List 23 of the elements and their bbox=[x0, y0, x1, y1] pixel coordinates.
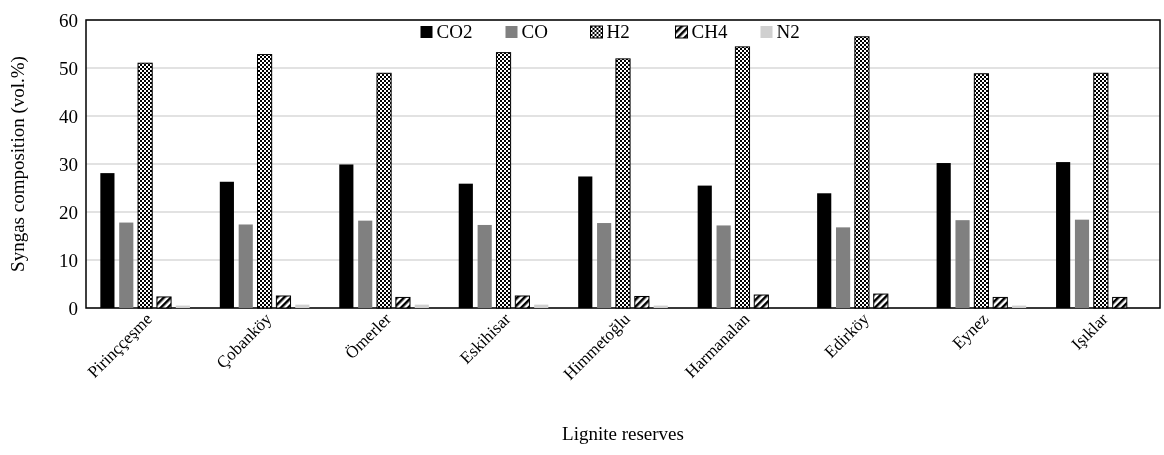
legend-label: CO bbox=[521, 21, 548, 42]
y-tick-label: 40 bbox=[59, 105, 78, 127]
x-axis-title: Lignite reserves bbox=[562, 423, 684, 444]
y-tick-label: 20 bbox=[59, 201, 78, 223]
y-tick-label: 10 bbox=[59, 249, 78, 271]
legend-label: CO2 bbox=[436, 21, 473, 42]
legend-label: N2 bbox=[776, 21, 800, 42]
bar bbox=[238, 224, 253, 308]
legend-label: H2 bbox=[606, 21, 630, 42]
legend-label: CH4 bbox=[691, 21, 728, 42]
bar bbox=[955, 220, 970, 308]
bar bbox=[716, 225, 731, 308]
bar bbox=[1074, 219, 1090, 308]
y-tick-label: 50 bbox=[59, 57, 78, 79]
y-axis-title: Syngas composition (vol.%) bbox=[7, 56, 29, 272]
y-tick-label: 60 bbox=[59, 9, 78, 31]
bar bbox=[477, 224, 492, 308]
y-tick-label: 30 bbox=[59, 153, 78, 175]
y-tick-label: 0 bbox=[68, 297, 78, 319]
bar bbox=[358, 220, 373, 308]
bar bbox=[119, 222, 134, 308]
bar bbox=[836, 227, 851, 308]
bar bbox=[597, 223, 612, 308]
